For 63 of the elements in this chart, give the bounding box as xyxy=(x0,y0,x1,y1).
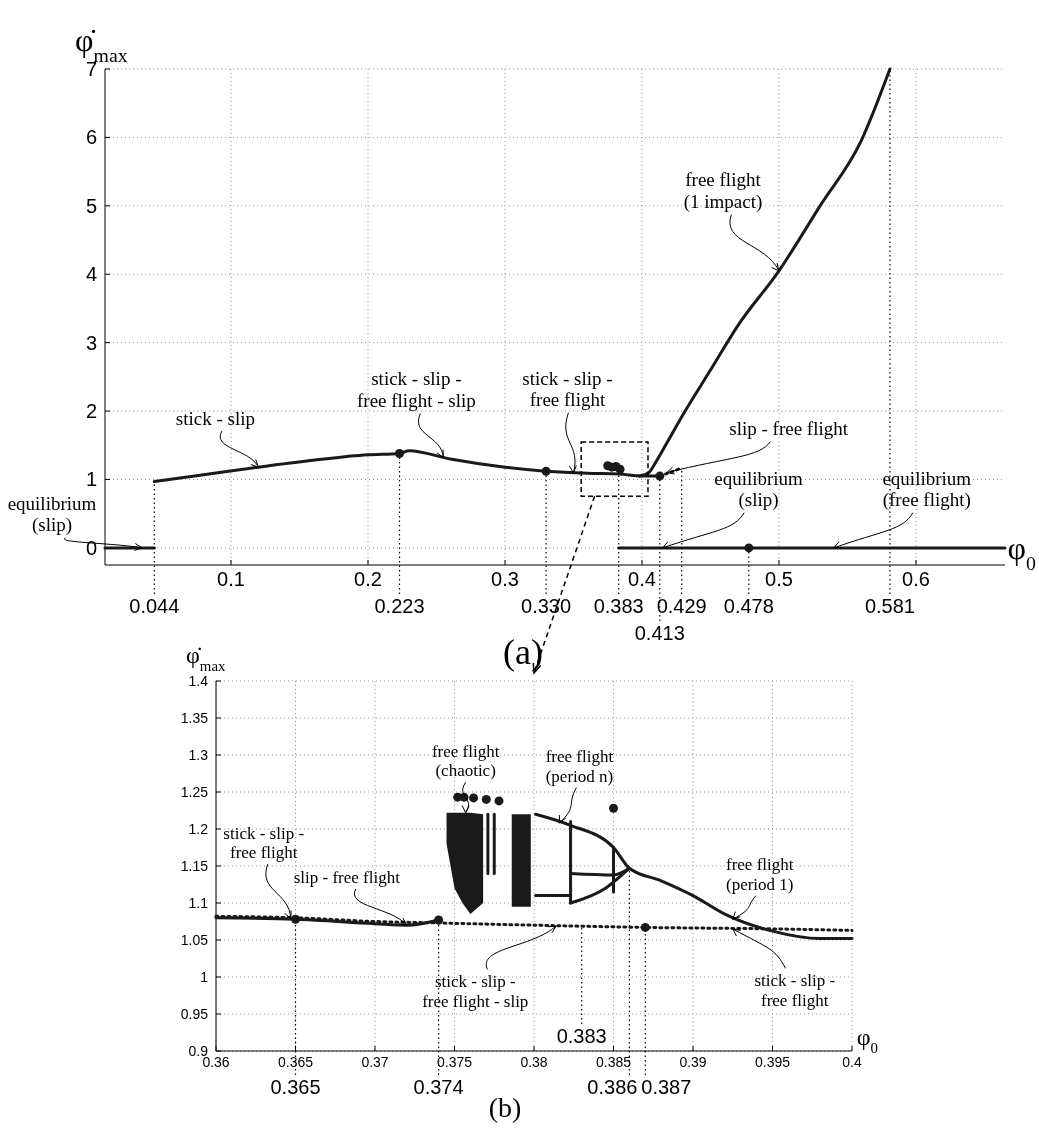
y-tick-label: 1.2 xyxy=(188,820,209,837)
y-tick-label: 1.15 xyxy=(180,857,209,874)
x-tick-label: 0.3 xyxy=(491,568,519,590)
annotation: 0.383 xyxy=(593,595,644,617)
annotation: 0.044 xyxy=(129,595,180,617)
annotation: 0.581 xyxy=(864,595,915,617)
annotation: 0.374 xyxy=(413,1075,464,1098)
x-tick-label: 0.365 xyxy=(277,1053,314,1070)
y-tick-label: 1.05 xyxy=(180,931,209,948)
annotation: equilibrium (slip) xyxy=(7,492,97,537)
y-tick-label: 5 xyxy=(85,194,97,217)
x-tick-label: 0.5 xyxy=(765,568,793,590)
y-tick-label: 1.1 xyxy=(188,894,209,911)
x-tick-label: 0.385 xyxy=(595,1053,632,1070)
annotation: free flight (chaotic) xyxy=(431,741,500,781)
annotation: 0.387 xyxy=(641,1075,692,1098)
x-tick-label: 0.2 xyxy=(354,568,382,590)
annotation: free flight (period n) xyxy=(545,747,614,786)
annotation: 0.365 xyxy=(270,1075,321,1098)
x-axis-title: φ$_{0}$ xyxy=(856,1024,878,1056)
annotation: slip - free flight xyxy=(293,868,401,888)
y-tick-label: 1.4 xyxy=(188,672,209,689)
annotation: stick - slip - free flight - slip xyxy=(422,972,529,1011)
y-tick-label: 6 xyxy=(85,126,97,149)
annotation: equilibrium (slip) xyxy=(714,467,804,512)
x-tick-label: 0.4 xyxy=(842,1053,862,1070)
annotation: stick - slip - free flight xyxy=(522,367,613,411)
annotation: free flight (period 1) xyxy=(725,855,794,894)
x-tick-label: 0.1 xyxy=(217,568,245,590)
y-tick-label: 0.95 xyxy=(180,1005,209,1022)
y-tick-label: 3 xyxy=(85,331,97,354)
annotation: stick - slip - free flight xyxy=(754,970,836,1010)
y-axis-title: φ̇$_{max}$ xyxy=(186,642,227,674)
annotation: slip - free flight xyxy=(729,418,849,440)
annotation: 0.386 xyxy=(587,1075,638,1098)
y-tick-label: 1.35 xyxy=(180,709,209,726)
x-tick-label: 0.375 xyxy=(436,1053,473,1070)
annotation: 0.429 xyxy=(656,595,707,617)
y-tick-label: 0 xyxy=(85,536,97,559)
text: (b) xyxy=(488,1092,522,1123)
x-tick-label: 0.4 xyxy=(628,568,656,590)
x-tick-label: 0.395 xyxy=(754,1053,791,1070)
text: (a) xyxy=(503,632,543,672)
x-tick-label: 0.6 xyxy=(902,568,930,590)
y-tick-label: 1 xyxy=(200,968,209,985)
annotation: equilibrium (free flight) xyxy=(882,467,972,512)
annotation: stick - slip xyxy=(175,407,256,429)
x-tick-label: 0.39 xyxy=(679,1053,707,1070)
y-tick-label: 1 xyxy=(85,468,97,491)
annotation: stick - slip - free flight - slip xyxy=(357,368,476,412)
y-tick-label: 1.25 xyxy=(180,783,209,800)
x-axis-title: φ$_{0}$ xyxy=(1007,530,1037,574)
y-tick-label: 4 xyxy=(85,263,97,286)
annotation: free flight (1 impact) xyxy=(683,169,763,214)
annotation: 0.383 xyxy=(556,1025,607,1047)
annotation: 0.413 xyxy=(634,622,685,644)
y-tick-label: 1.3 xyxy=(188,746,209,763)
annotation: 0.330 xyxy=(521,595,572,617)
x-tick-label: 0.38 xyxy=(520,1053,548,1070)
annotation: 0.478 xyxy=(723,595,774,617)
annotation: 0.223 xyxy=(374,595,425,617)
y-tick-label: 2 xyxy=(85,400,97,423)
x-tick-label: 0.37 xyxy=(361,1053,389,1070)
